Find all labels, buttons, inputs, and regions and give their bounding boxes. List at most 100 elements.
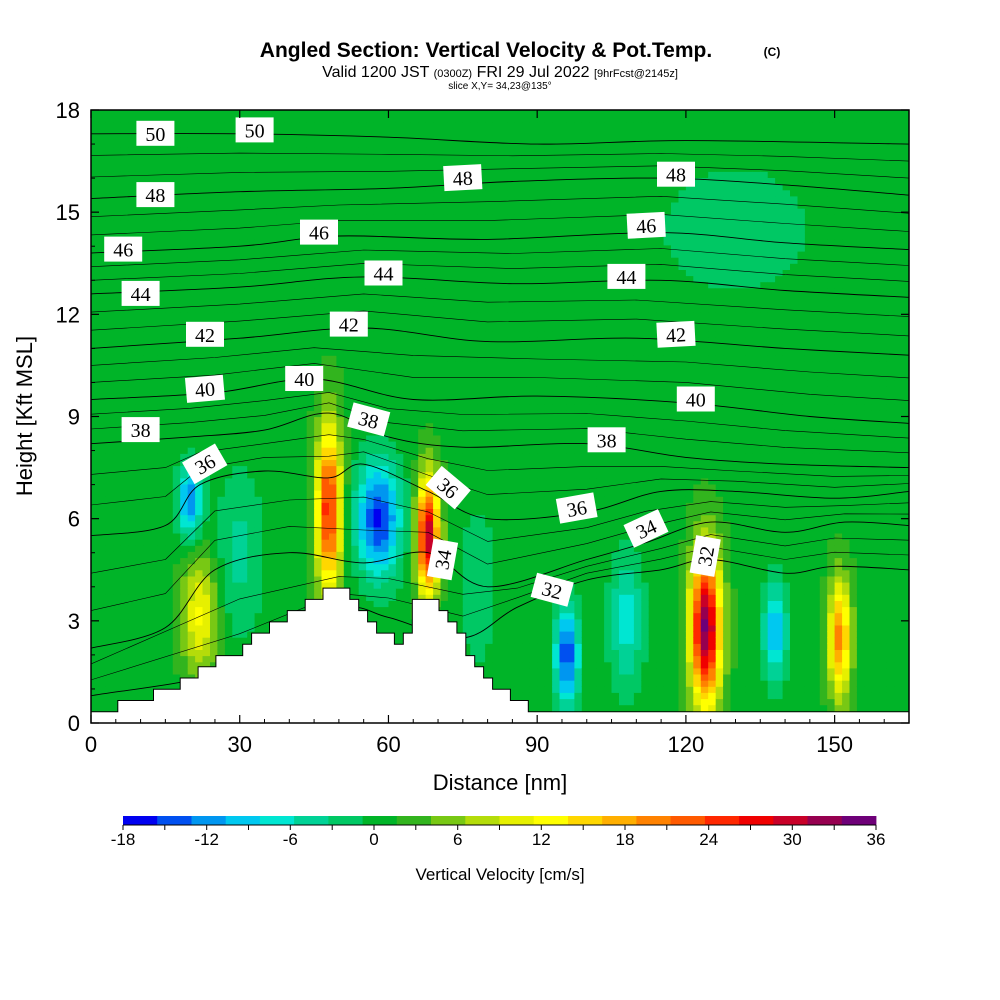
velocity-cell xyxy=(321,471,330,479)
velocity-cell xyxy=(418,459,427,467)
velocity-cell xyxy=(381,146,389,154)
velocity-cell xyxy=(105,594,114,601)
velocity-cell xyxy=(128,134,137,142)
velocity-cell xyxy=(143,214,152,221)
velocity-cell xyxy=(410,575,419,583)
velocity-cell xyxy=(247,306,256,313)
velocity-cell xyxy=(128,643,137,650)
velocity-cell xyxy=(120,263,129,270)
velocity-cell xyxy=(143,355,152,362)
velocity-cell xyxy=(329,251,337,258)
velocity-cell xyxy=(98,122,107,129)
velocity-cell xyxy=(105,318,114,326)
velocity-cell xyxy=(329,306,337,313)
velocity-cell xyxy=(172,330,181,338)
velocity-cell xyxy=(321,563,330,571)
velocity-cell xyxy=(329,416,337,424)
velocity-cell xyxy=(299,330,308,338)
velocity-cell xyxy=(366,152,375,160)
velocity-cell xyxy=(113,520,122,528)
velocity-cell xyxy=(447,318,456,326)
velocity-cell xyxy=(373,183,382,191)
velocity-cell xyxy=(120,171,129,178)
velocity-cell xyxy=(314,465,323,473)
velocity-cell xyxy=(232,318,241,326)
velocity-cell xyxy=(180,428,189,436)
velocity-cell xyxy=(239,594,248,601)
velocity-cell xyxy=(284,477,293,485)
velocity-cell xyxy=(105,434,114,442)
velocity-cell xyxy=(343,177,352,185)
velocity-cell xyxy=(187,300,196,307)
velocity-cell xyxy=(329,404,337,411)
velocity-cell xyxy=(91,704,99,712)
velocity-cell xyxy=(180,508,189,516)
velocity-cell xyxy=(299,563,308,571)
velocity-cell xyxy=(262,502,270,509)
velocity-cell xyxy=(254,263,263,270)
velocity-cell xyxy=(113,152,122,160)
velocity-cell xyxy=(239,146,248,154)
velocity-cell xyxy=(210,594,218,601)
velocity-cell xyxy=(247,275,256,283)
velocity-cell xyxy=(254,594,263,601)
velocity-cell xyxy=(410,232,419,240)
velocity-cell xyxy=(343,281,352,289)
velocity-cell xyxy=(135,146,144,154)
velocity-cell xyxy=(418,361,427,368)
velocity-cell xyxy=(128,575,137,583)
velocity-cell xyxy=(447,514,456,522)
velocity-cell xyxy=(150,582,159,589)
velocity-cell xyxy=(210,355,218,362)
velocity-cell xyxy=(120,379,129,387)
velocity-cell xyxy=(314,110,323,117)
velocity-cell xyxy=(276,361,285,368)
velocity-cell xyxy=(150,146,159,154)
velocity-cell xyxy=(91,459,99,467)
velocity-cell xyxy=(388,453,397,460)
velocity-cell xyxy=(373,404,382,411)
velocity-cell xyxy=(388,428,397,436)
velocity-cell xyxy=(91,539,99,546)
velocity-cell xyxy=(91,195,99,203)
velocity-cell xyxy=(224,453,233,460)
velocity-cell xyxy=(336,533,345,540)
velocity-cell xyxy=(113,637,122,644)
velocity-cell xyxy=(433,588,442,595)
velocity-cell xyxy=(291,208,300,215)
velocity-cell xyxy=(418,490,427,497)
velocity-cell xyxy=(306,336,315,344)
velocity-cell xyxy=(98,447,107,454)
velocity-cell xyxy=(172,177,181,185)
velocity-cell xyxy=(329,116,337,123)
velocity-cell xyxy=(157,441,166,448)
velocity-cell xyxy=(105,655,114,663)
velocity-cell xyxy=(447,453,456,460)
velocity-cell xyxy=(128,152,137,160)
velocity-cell xyxy=(262,404,270,411)
velocity-cell xyxy=(247,293,256,301)
velocity-cell xyxy=(195,287,204,295)
velocity-cell xyxy=(91,183,99,191)
velocity-cell xyxy=(217,220,226,227)
velocity-cell xyxy=(425,379,434,387)
velocity-cell xyxy=(172,588,181,595)
velocity-cell xyxy=(165,514,174,522)
velocity-cell xyxy=(202,655,211,663)
velocity-cell xyxy=(91,324,99,332)
velocity-cell xyxy=(440,582,449,589)
velocity-cell xyxy=(276,189,285,197)
velocity-cell xyxy=(98,661,107,669)
velocity-cell xyxy=(366,220,375,227)
velocity-cell xyxy=(403,306,412,313)
velocity-cell xyxy=(150,533,159,540)
velocity-cell xyxy=(210,214,218,221)
velocity-cell xyxy=(314,392,323,399)
velocity-cell xyxy=(91,226,99,234)
velocity-cell xyxy=(410,269,419,277)
velocity-cell xyxy=(224,533,233,540)
velocity-cell xyxy=(269,110,278,117)
velocity-cell xyxy=(187,545,196,552)
velocity-cell xyxy=(195,508,204,516)
velocity-cell xyxy=(195,269,204,277)
